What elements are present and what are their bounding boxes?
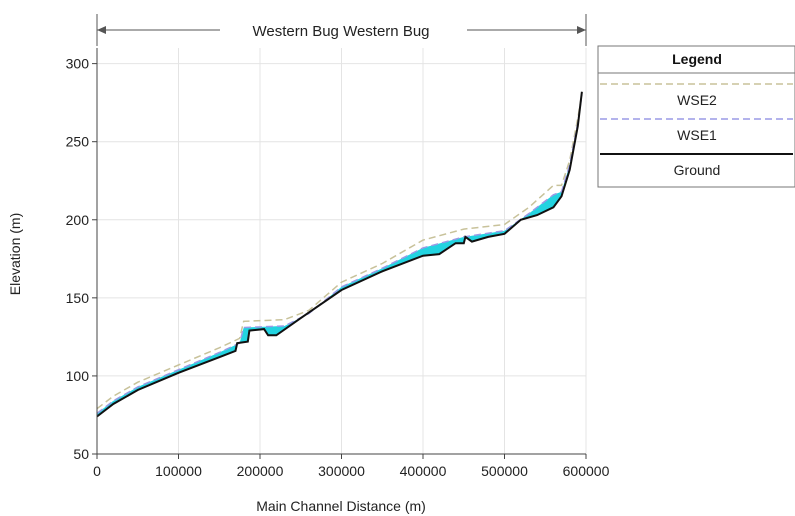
series-lines bbox=[96, 91, 583, 418]
reach-title-bar: Western Bug Western Bug bbox=[96, 14, 587, 46]
x-tick-label: 500000 bbox=[481, 463, 528, 479]
chart-title: Western Bug Western Bug bbox=[252, 23, 429, 40]
x-tick-label: 200000 bbox=[237, 463, 284, 479]
legend-title: Legend bbox=[672, 51, 722, 67]
series-line-wse2 bbox=[96, 93, 583, 410]
legend-label-wse2: WSE2 bbox=[677, 92, 717, 108]
legend-label-ground: Ground bbox=[674, 162, 721, 178]
y-tick-label: 100 bbox=[66, 368, 90, 384]
reach-arrow-right-head bbox=[577, 26, 586, 34]
series-line-ground bbox=[96, 91, 583, 418]
axes bbox=[92, 48, 587, 459]
legend-label-wse1: WSE1 bbox=[677, 127, 717, 143]
tick-labels: 0 100000 200000 300000 400000 500000 600000 50 1… bbox=[66, 56, 610, 479]
y-tick-label: 150 bbox=[66, 290, 90, 306]
x-tick-label: 300000 bbox=[318, 463, 365, 479]
y-tick-label: 250 bbox=[66, 134, 90, 150]
y-tick-label: 200 bbox=[66, 212, 90, 228]
x-tick-label: 400000 bbox=[400, 463, 447, 479]
y-axis-title: Elevation (m) bbox=[7, 213, 23, 295]
x-tick-label: 0 bbox=[93, 463, 101, 479]
legend: Legend WSE2 WSE1 Ground bbox=[597, 45, 795, 188]
x-tick-label: 600000 bbox=[563, 463, 610, 479]
series-line-wse1 bbox=[96, 94, 583, 414]
y-tick-label: 300 bbox=[66, 56, 90, 72]
legend-box bbox=[597, 45, 795, 188]
x-axis-title: Main Channel Distance (m) bbox=[256, 498, 426, 514]
y-tick-label: 50 bbox=[73, 446, 89, 462]
x-tick-label: 100000 bbox=[155, 463, 202, 479]
reach-arrow-left-head bbox=[97, 26, 106, 34]
